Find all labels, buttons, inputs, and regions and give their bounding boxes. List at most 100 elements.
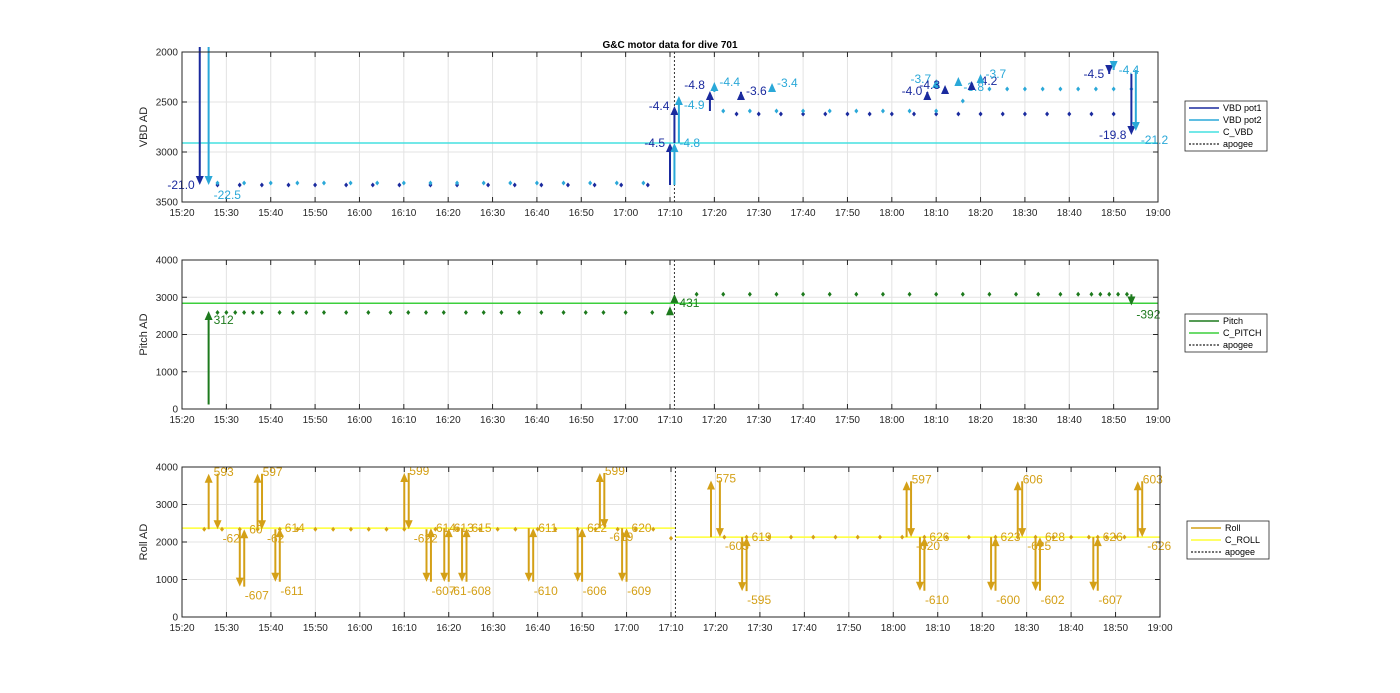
data-point (424, 310, 428, 316)
data-label: -4.3 (919, 78, 940, 92)
data-point (295, 180, 300, 186)
axes-frame (181, 466, 1161, 618)
arrow-head (458, 572, 467, 582)
data-point (481, 310, 486, 316)
x-tick-label: 15:20 (169, 623, 194, 634)
x-tick-label: 18:50 (1101, 208, 1126, 219)
data-point (934, 108, 939, 114)
arrow-head (987, 581, 996, 591)
arrow-head (422, 572, 431, 582)
data-point (534, 180, 539, 186)
data-point (561, 310, 566, 316)
arrow-head (618, 572, 627, 582)
data-label: -4.0 (902, 84, 923, 98)
arrow-head (1013, 481, 1022, 491)
data-point (854, 291, 859, 297)
x-tick-label: 17:20 (702, 208, 727, 219)
x-tick-label: 16:20 (436, 208, 461, 219)
x-tick-label: 16:10 (391, 208, 416, 219)
arrow-head (595, 473, 604, 482)
data-point (614, 180, 619, 186)
data-point (1111, 86, 1116, 92)
data-point (259, 182, 264, 188)
data-point (295, 526, 300, 532)
arrow-head (1127, 126, 1136, 135)
arrow-head (444, 528, 453, 538)
arrow-head (258, 520, 267, 530)
data-point (1014, 291, 1019, 297)
arrow-head (976, 74, 985, 83)
data-point (277, 310, 282, 316)
legend-label: apogee (1223, 139, 1253, 149)
data-point (237, 182, 242, 188)
data-label: -19.8 (1099, 128, 1127, 142)
data-label: -4.5 (1084, 67, 1105, 81)
arrow-head (235, 577, 244, 587)
x-tick-label: 17:50 (835, 415, 860, 426)
data-point (268, 180, 273, 186)
data-point (499, 310, 504, 316)
arrow-head (666, 306, 674, 316)
arrow-head (915, 581, 924, 591)
data-label: -22.5 (214, 188, 242, 202)
data-point (384, 526, 389, 532)
x-tick-label: 16:40 (524, 208, 549, 219)
arrow-head (400, 473, 409, 482)
data-point (1089, 111, 1094, 117)
x-tick-label: 18:50 (1101, 415, 1126, 426)
data-label: -392 (1136, 307, 1160, 321)
data-point (250, 310, 255, 316)
legend-label: C_ROLL (1225, 535, 1260, 545)
x-tick-label: 15:40 (258, 623, 283, 634)
data-point (1058, 291, 1063, 297)
data-point (907, 291, 912, 297)
data-point (1076, 86, 1081, 92)
data-point (1067, 111, 1072, 117)
data-label: -4.5 (644, 136, 665, 150)
arrow-head (240, 529, 249, 539)
data-point (370, 182, 375, 188)
arrow-head (462, 528, 471, 538)
data-point (789, 534, 794, 540)
arrow-head (1105, 65, 1114, 74)
data-label: -608 (467, 584, 491, 598)
data-point (202, 526, 207, 532)
data-point (428, 180, 433, 186)
arrow-head (600, 519, 609, 529)
data-point (517, 310, 522, 316)
arrow-head (1109, 61, 1118, 70)
data-label: -606 (583, 584, 607, 598)
x-tick-label: 18:30 (1014, 623, 1039, 634)
data-point (801, 291, 806, 297)
data-label: -602 (1041, 593, 1065, 607)
arrow-head (1131, 122, 1140, 131)
arrow-head (426, 528, 435, 538)
data-label: 611 (538, 521, 557, 535)
x-tick-label: 15:50 (303, 415, 328, 426)
data-point (1076, 291, 1081, 297)
x-tick-label: 18:10 (925, 623, 950, 634)
data-point (774, 108, 779, 114)
data-point (348, 526, 353, 532)
x-tick-label: 18:20 (968, 208, 993, 219)
y-tick-label: 3000 (156, 293, 179, 304)
data-label: 613 (454, 521, 474, 535)
legend-label: Pitch (1223, 316, 1243, 326)
data-label: -3.4 (777, 76, 798, 90)
arrow-head (271, 572, 280, 582)
data-point (290, 310, 295, 316)
data-point (877, 534, 882, 540)
data-point (486, 182, 491, 188)
legend-label: apogee (1223, 340, 1253, 350)
data-point (455, 180, 460, 186)
x-tick-label: 16:10 (392, 623, 417, 634)
arrow-head (578, 528, 587, 538)
data-point (1005, 86, 1010, 92)
arrow-head (715, 528, 724, 538)
axes-frame (181, 259, 1159, 410)
plots-container: 15:20 15:30 15:40 15:50 16:00 16:10 16:20 16:30… (138, 47, 1270, 634)
data-label: -4.4 (1119, 63, 1140, 77)
data-point (321, 310, 326, 316)
data-point (561, 180, 566, 186)
data-label: -62 (223, 531, 241, 545)
